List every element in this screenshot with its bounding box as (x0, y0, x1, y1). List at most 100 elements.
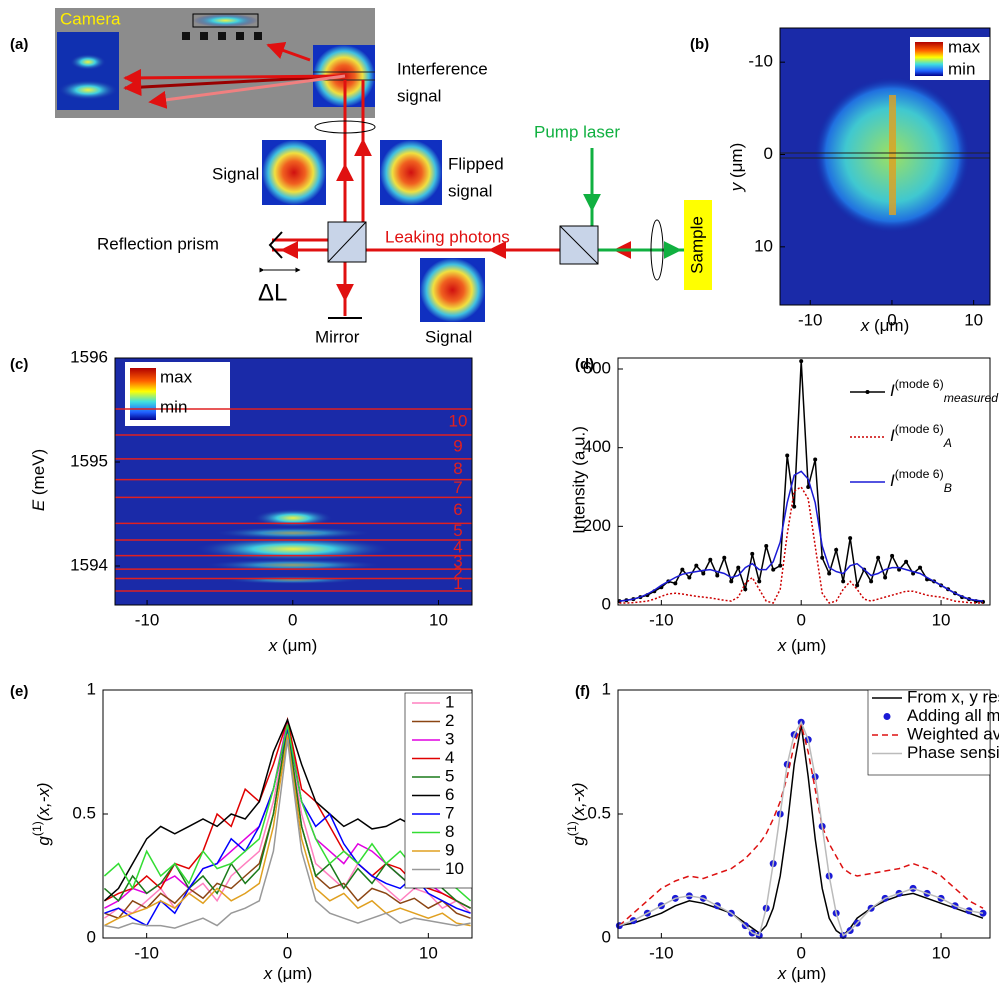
y-axis-label: y (μm) (727, 143, 746, 193)
legend-label: 1 (445, 692, 454, 711)
panel-label: (c) (10, 356, 28, 373)
data-point (736, 566, 740, 570)
legend-label: 8 (445, 822, 454, 841)
signal-label: Signal (425, 327, 472, 346)
label-part: x (777, 636, 787, 655)
y-tick-label: 0 (602, 927, 611, 946)
panel-label: (f) (575, 683, 590, 700)
figure: (a) Camera Interference signal (0, 0, 999, 990)
label-part: x (777, 964, 787, 983)
prism (270, 232, 282, 258)
colorbar-label: max (948, 37, 981, 56)
panel-label: (b) (690, 36, 709, 53)
data-point (771, 568, 775, 572)
data-point (729, 579, 733, 583)
y-tick-label: 10 (754, 236, 773, 255)
x-tick-label: 0 (796, 610, 805, 629)
data-point (918, 566, 922, 570)
legend-label: 9 (445, 840, 454, 859)
legend-marker (884, 713, 891, 720)
data-point (820, 556, 824, 560)
label-part: (mode 6) (895, 422, 944, 436)
label-part: (μm) (786, 964, 826, 983)
label-part: (1) (565, 821, 579, 836)
y-axis-label: g(1)(x,-x) (30, 782, 53, 845)
data-point (750, 552, 754, 556)
legend-label: 10 (445, 859, 464, 878)
data-point (883, 575, 887, 579)
x-axis-label: x (μm) (777, 636, 827, 655)
mode-label: 5 (453, 521, 462, 540)
x-axis-label: x (μm) (777, 964, 827, 983)
mode-label: 6 (453, 500, 462, 519)
data-point (834, 548, 838, 552)
y-axis-label: E (meV) (29, 449, 48, 511)
y-tick-label: 1 (87, 679, 96, 698)
setup-diagram: (a) Camera Interference signal (10, 8, 712, 346)
data-point (813, 457, 817, 461)
label-part: (μm) (277, 636, 317, 655)
flipped-image (380, 140, 442, 205)
data-point (694, 564, 698, 568)
data-point (680, 568, 684, 572)
label-part: measured (944, 391, 999, 405)
label-part: B (944, 481, 952, 495)
x-tick-label: -10 (649, 943, 674, 962)
x-tick-label: 10 (429, 610, 448, 629)
label-part: (μm) (727, 143, 746, 183)
label-part: (x,-x) (569, 782, 588, 821)
sample-label: Sample (687, 216, 706, 274)
data-point (904, 560, 908, 564)
y-tick-label: 0 (87, 927, 96, 946)
y-tick-label: 0 (764, 144, 773, 163)
data-point (715, 574, 719, 578)
mode-label: 7 (453, 478, 462, 497)
data-point (701, 572, 705, 576)
legend-marker (866, 390, 870, 394)
y-tick-label: -10 (748, 52, 773, 71)
plot-background (618, 358, 990, 605)
panel-label: (a) (10, 36, 28, 53)
x-tick-label: 10 (932, 943, 951, 962)
y-tick-label: 0 (602, 594, 611, 613)
legend-label: 3 (445, 729, 454, 748)
x-tick-label: 10 (964, 310, 983, 329)
camera-label: Camera (60, 9, 121, 28)
leaking-label: Leaking photons (385, 227, 510, 246)
data-point (722, 556, 726, 560)
x-tick-label: 0 (283, 943, 292, 962)
y-axis-label: Intensity (a.u.) (569, 426, 588, 534)
data-point (792, 505, 796, 509)
camera-fringe (58, 80, 118, 100)
x-axis-label: x (μm) (860, 316, 910, 335)
label-part: x (860, 316, 870, 335)
data-point (673, 581, 677, 585)
mode-label: 9 (453, 436, 462, 455)
heatmap-image (115, 358, 472, 605)
x-tick-label: -10 (134, 943, 159, 962)
legend-label: 7 (445, 803, 454, 822)
colorbar-label: min (160, 397, 187, 416)
data-point (757, 579, 761, 583)
data-point (841, 579, 845, 583)
pump-beam (592, 148, 690, 250)
flipped-label: Flipped (448, 154, 504, 173)
x-tick-label: 0 (796, 943, 805, 962)
mode-label: 10 (449, 411, 468, 430)
data-point (869, 579, 873, 583)
label-part: (1) (30, 821, 44, 836)
y-axis-label: g(1)(x,-x) (565, 782, 588, 845)
spectrometer-bar (193, 14, 258, 27)
y-tick-label: 1596 (70, 347, 108, 366)
y-tick-label: 600 (583, 358, 611, 377)
y-tick-label: 0.5 (587, 803, 611, 822)
label-part: x (263, 964, 273, 983)
data-point (743, 587, 747, 591)
legend-label: 5 (445, 766, 454, 785)
data-point (778, 564, 782, 568)
data-point (764, 544, 768, 548)
signal-image (262, 140, 326, 205)
data-point (890, 554, 894, 558)
x-tick-label: -10 (649, 610, 674, 629)
colorbar-label: min (948, 59, 975, 78)
